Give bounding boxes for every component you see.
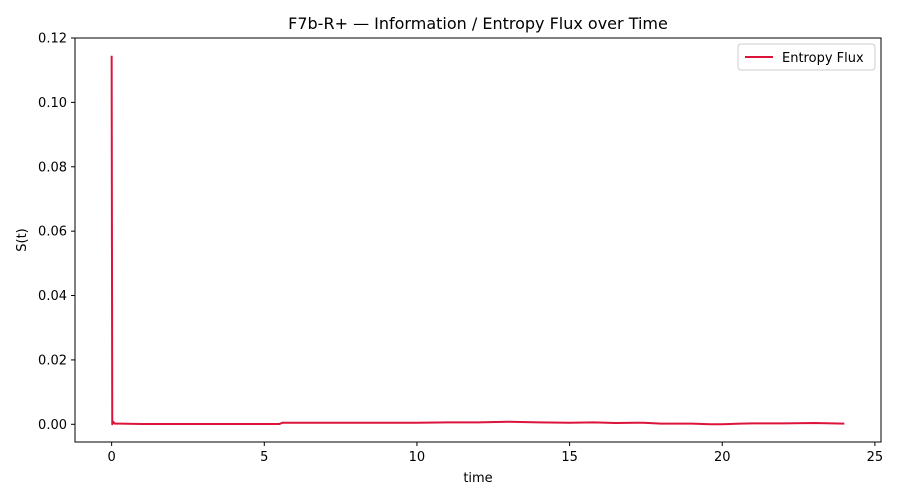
- y-tick-label: 0.02: [38, 353, 67, 368]
- y-axis-label: S(t): [15, 228, 30, 252]
- series-line-entropy-flux: [110, 55, 845, 426]
- x-axis-label: time: [463, 471, 492, 486]
- legend-entry-label: Entropy Flux: [782, 51, 864, 66]
- y-tick-label: 0.08: [38, 160, 67, 175]
- y-tick-label: 0.12: [38, 32, 67, 47]
- y-tick-label: 0.00: [38, 418, 67, 433]
- x-tick-label: 25: [867, 450, 884, 465]
- x-axis-ticks: 0 5 10 15 20 25: [107, 442, 883, 465]
- x-tick-label: 5: [260, 450, 268, 465]
- x-tick-label: 20: [714, 450, 731, 465]
- chart-title: F7b-R+ — Information / Entropy Flux over…: [288, 14, 668, 33]
- plot-area-frame: [74, 37, 882, 443]
- series-layer: [110, 55, 845, 426]
- y-tick-label: 0.04: [38, 289, 67, 304]
- y-tick-label: 0.10: [38, 96, 67, 111]
- y-axis-ticks: 0.00 0.02 0.04 0.06 0.08 0.10 0.12: [38, 32, 75, 433]
- x-tick-label: 15: [561, 450, 578, 465]
- x-tick-label: 0: [107, 450, 115, 465]
- legend: Entropy Flux: [737, 43, 876, 71]
- y-tick-label: 0.06: [38, 225, 67, 240]
- x-tick-label: 10: [409, 450, 426, 465]
- legend-box: [737, 43, 876, 71]
